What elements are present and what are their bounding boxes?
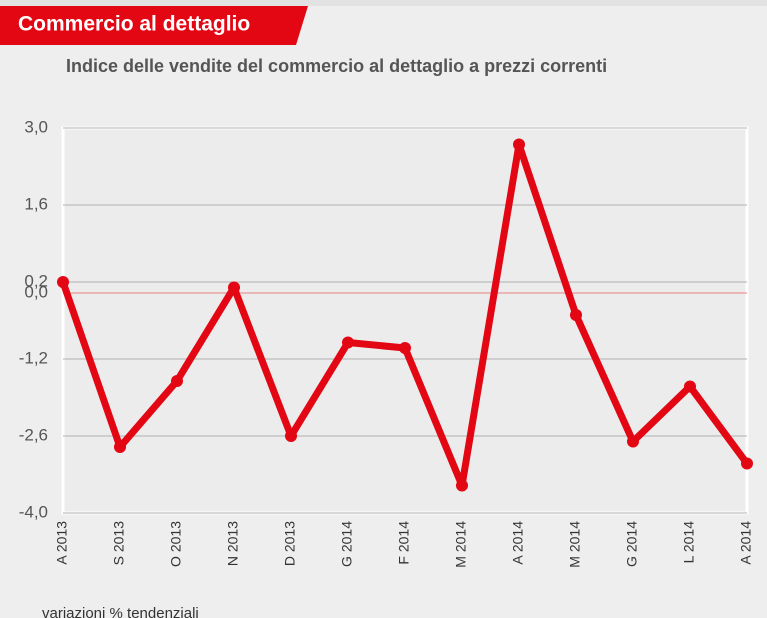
x-tick-label: M 2014 xyxy=(567,521,583,568)
x-tick-label: S 2013 xyxy=(111,521,127,566)
x-tick-label: F 2014 xyxy=(396,521,412,565)
x-tick-label: G 2014 xyxy=(339,521,355,567)
x-tick-label: A 2013 xyxy=(54,521,70,565)
data-point xyxy=(684,380,696,393)
data-point xyxy=(570,309,582,321)
x-tick-label: D 2013 xyxy=(282,521,298,566)
y-tick-label: 1,6 xyxy=(24,194,48,213)
y-tick-label: 0,0 xyxy=(24,282,48,301)
top-strip xyxy=(0,0,767,6)
y-tick-label: 0,2 xyxy=(24,271,48,290)
y-tick-label: -1,2 xyxy=(19,348,48,367)
x-tick-label: L 2014 xyxy=(681,521,697,564)
header-title: Commercio al dettaglio xyxy=(18,13,250,36)
note: variazioni % tendenziali xyxy=(42,605,199,618)
data-point xyxy=(57,276,69,288)
data-point xyxy=(342,336,354,349)
x-tick-label: M 2014 xyxy=(453,521,469,568)
x-tick-label: O 2013 xyxy=(168,521,184,567)
header-tab xyxy=(0,6,308,45)
y-tick-label: 3,0 xyxy=(24,117,48,136)
data-point xyxy=(741,457,753,470)
data-point xyxy=(399,342,411,354)
y-tick-label: -4,0 xyxy=(19,502,48,521)
data-point xyxy=(627,435,639,448)
data-point xyxy=(285,430,297,442)
data-point xyxy=(513,138,525,151)
subtitle-box: Indice delle vendite del commercio al de… xyxy=(66,56,608,76)
chart-title: Indice delle vendite del commercio al de… xyxy=(66,56,608,76)
x-tick-label: A 2014 xyxy=(738,521,754,565)
x-tick-label: A 2014 xyxy=(510,521,526,565)
data-point xyxy=(228,281,240,294)
data-point xyxy=(114,441,126,453)
x-tick-label: G 2014 xyxy=(624,521,640,567)
data-point xyxy=(456,479,468,492)
data-point xyxy=(171,375,183,387)
y-tick-label: -2,6 xyxy=(19,425,48,444)
x-tick-label: N 2013 xyxy=(225,521,241,566)
plot-area xyxy=(61,126,749,515)
